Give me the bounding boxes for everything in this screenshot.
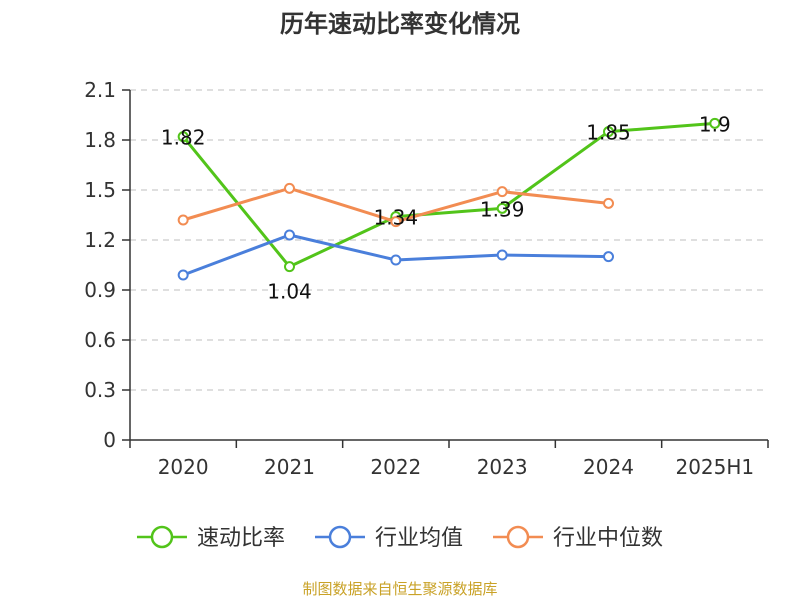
data-point: [603, 126, 614, 138]
series-lines: [177, 117, 721, 281]
data-label: 1.85: [586, 121, 631, 145]
legend-marker-icon: [506, 525, 530, 549]
data-label: 1.9: [699, 112, 731, 136]
data-point: [390, 254, 402, 266]
x-tick-label: 2023: [477, 455, 528, 479]
data-point: [603, 197, 614, 209]
data-point: [177, 131, 189, 143]
y-tick-label: 0.9: [84, 278, 116, 302]
data-point: [496, 186, 508, 198]
series-line-0: [182, 121, 715, 269]
y-tick-label: 1.2: [84, 228, 116, 252]
y-tick-label: 1.5: [84, 178, 116, 202]
data-labels: 1.82 1.04 1.34 1.39 1.85 1.9: [161, 112, 731, 303]
data-label: 1.34: [374, 206, 419, 230]
data-point: [284, 182, 295, 194]
legend-label: 速动比率: [197, 526, 285, 551]
axes: 0 0.3 0.6 0.9 1.2 1.5 1.8 2.1 2020 2021 2022 2023 20…: [84, 78, 769, 479]
chart-title: 历年速动比率变化情况: [280, 10, 520, 38]
legend-marker-icon: [150, 525, 174, 549]
data-point: [177, 269, 189, 281]
data-point: [177, 214, 189, 226]
data-point: [496, 249, 508, 261]
legend-item[interactable]: 行业中位数: [493, 525, 663, 551]
data-label: 1.39: [480, 197, 525, 221]
legend-label: 行业中位数: [553, 526, 663, 551]
data-point: [284, 229, 295, 241]
y-tick-label: 2.1: [84, 78, 116, 102]
y-tick-label: 0: [103, 428, 116, 452]
legend: 速动比率 行业均值 行业中位数: [136, 525, 663, 551]
data-label: 1.82: [161, 126, 206, 150]
x-tick-label: 2020: [158, 455, 209, 479]
x-tick-label: 2024: [583, 455, 634, 479]
data-point: [603, 251, 614, 263]
data-label: 1.04: [267, 280, 312, 304]
x-tick-label: 2025H1: [675, 455, 754, 479]
x-tick-label: 2022: [370, 455, 421, 479]
source-note: 制图数据来自恒生聚源数据库: [302, 580, 498, 598]
grid-lines: [130, 89, 768, 391]
x-tick-label: 2021: [264, 455, 315, 479]
data-point: [390, 216, 402, 228]
y-tick-label: 0.3: [84, 378, 116, 402]
legend-item[interactable]: 速动比率: [136, 525, 285, 551]
legend-item[interactable]: 行业均值: [314, 525, 463, 551]
y-tick-label: 0.6: [84, 328, 116, 352]
legend-label: 行业均值: [375, 526, 463, 551]
data-point: [709, 117, 721, 129]
y-tick-label: 1.8: [84, 128, 116, 152]
legend-marker-icon: [328, 525, 352, 549]
data-point: [284, 261, 295, 273]
data-point: [496, 202, 508, 214]
